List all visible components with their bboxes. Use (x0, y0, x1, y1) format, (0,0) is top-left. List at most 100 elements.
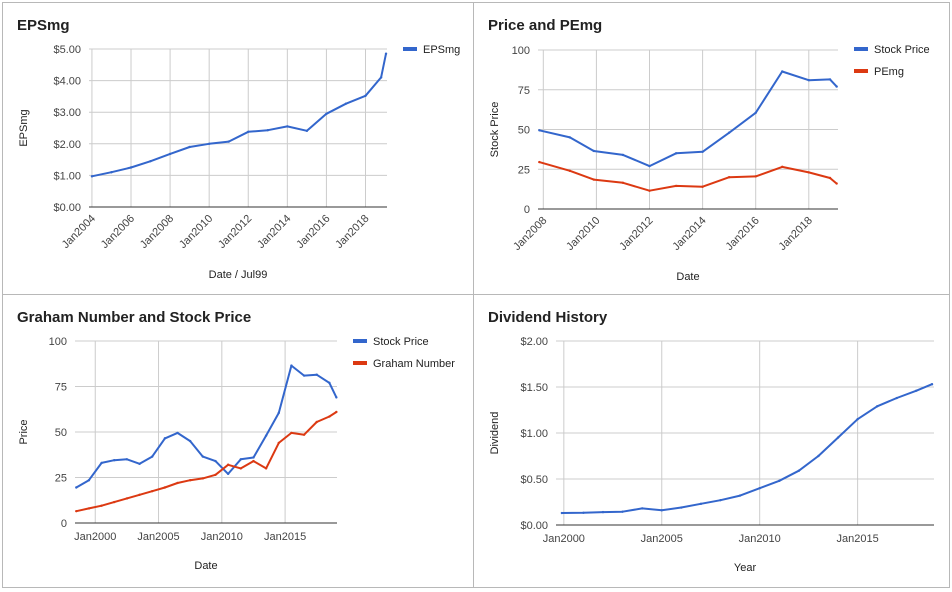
data-point (100, 461, 103, 465)
y-tick-label: 25 (55, 473, 67, 485)
data-point (214, 473, 217, 476)
chart-title: Dividend History (488, 309, 608, 326)
x-tick-label: Jan2018 (333, 213, 371, 251)
data-point (201, 477, 205, 480)
data-point (315, 420, 318, 424)
data-point (701, 185, 704, 188)
data-point (895, 396, 898, 400)
data-point (930, 383, 934, 386)
data-point (828, 176, 832, 180)
data-point (138, 493, 141, 496)
y-axis-label: Stock Price (489, 102, 501, 158)
data-point (90, 175, 94, 178)
data-point (239, 467, 243, 470)
data-point (699, 502, 703, 506)
x-tick-label: Jan2016 (294, 213, 332, 251)
data-point (328, 381, 331, 385)
data-point (797, 469, 801, 472)
data-point (277, 441, 280, 445)
y-tick-label: 100 (49, 336, 67, 348)
data-point (335, 410, 338, 414)
data-point (151, 489, 154, 493)
data-point (302, 374, 306, 377)
x-tick-label: Jan2010 (177, 213, 215, 251)
data-point (125, 497, 129, 500)
legend-label: Stock Price (373, 336, 429, 348)
x-tick-label: Jan2008 (511, 215, 549, 253)
data-point (176, 431, 179, 435)
data-point (290, 364, 293, 367)
data-point (538, 129, 541, 132)
x-tick-label: Jan2018 (777, 215, 815, 253)
data-point (87, 507, 91, 510)
chart-title: Price and PEmg (488, 17, 602, 34)
x-axis-label: Year (734, 562, 757, 574)
y-tick-label: $0.00 (53, 202, 81, 214)
data-point (87, 479, 91, 482)
x-tick-label: Jan2005 (137, 531, 179, 543)
data-point (915, 389, 918, 392)
data-point (621, 181, 625, 184)
data-point (277, 411, 280, 415)
data-point (648, 189, 651, 192)
x-tick-label: Jan2012 (216, 213, 254, 251)
data-point (163, 437, 167, 440)
data-point (344, 102, 348, 105)
data-point (727, 131, 731, 134)
data-point (660, 509, 663, 512)
data-point (201, 455, 205, 458)
data-point (168, 152, 172, 156)
data-point (100, 504, 103, 507)
x-tick-label: Jan2016 (723, 215, 761, 253)
x-tick-label: Jan2000 (543, 533, 585, 545)
x-tick-label: Jan2015 (264, 531, 306, 543)
data-point (640, 507, 644, 510)
data-point (151, 455, 154, 458)
data-point (835, 182, 838, 185)
x-axis-label: Date (676, 271, 699, 283)
data-point (836, 436, 840, 439)
data-point (601, 510, 605, 514)
data-point (817, 454, 820, 458)
data-point (113, 459, 116, 462)
y-tick-label: $1.00 (520, 428, 548, 440)
y-tick-label: $2.00 (53, 139, 81, 151)
data-point (226, 472, 230, 476)
data-point (781, 165, 784, 169)
y-tick-label: $4.00 (53, 76, 81, 88)
data-point (149, 159, 152, 163)
y-tick-label: 0 (524, 204, 530, 216)
data-point (719, 498, 722, 502)
data-point (125, 458, 129, 461)
data-point (305, 129, 309, 133)
series-line (91, 53, 387, 178)
legend-label: Graham Number (373, 358, 455, 370)
data-point (758, 487, 761, 490)
y-tick-label: $2.00 (520, 336, 548, 348)
price-pe-chart: Price and PEmg 0 25 50 75 100 Jan2008 Jan2010 Ja… (488, 17, 930, 283)
data-point (286, 125, 289, 128)
y-tick-label: 0 (61, 518, 67, 530)
y-tick-label: $3.00 (53, 107, 81, 119)
data-point (264, 434, 268, 437)
x-axis-label: Date / Jul99 (209, 269, 268, 281)
x-tick-label: Jan2005 (641, 533, 683, 545)
data-point (266, 129, 269, 132)
eps-chart-panel: EPSmg $0.00 $1.00 $2.00 $3.00 $4.00 $5.00 Jan20… (2, 2, 474, 295)
y-tick-label: 75 (55, 382, 67, 394)
data-point (302, 433, 306, 436)
y-tick-label: $1.00 (53, 170, 81, 182)
data-point (674, 184, 678, 188)
data-point (226, 463, 230, 466)
data-point (113, 500, 116, 504)
legend-swatch (353, 361, 367, 365)
dividend-chart-panel: Dividend History $0.00 $0.50 $1.00 $1.50 $2.0… (473, 294, 950, 588)
eps-chart: EPSmg $0.00 $1.00 $2.00 $3.00 $4.00 $5.00 Jan20… (17, 17, 460, 281)
y-tick-label: 50 (518, 125, 530, 137)
x-tick-label: Jan2000 (74, 531, 116, 543)
data-point (264, 467, 268, 470)
graham-chart: Graham Number and Stock Price 0 25 50 75 100 J… (17, 309, 455, 572)
x-axis-label: Date (194, 560, 217, 572)
data-point (384, 52, 388, 55)
data-point (364, 94, 367, 97)
